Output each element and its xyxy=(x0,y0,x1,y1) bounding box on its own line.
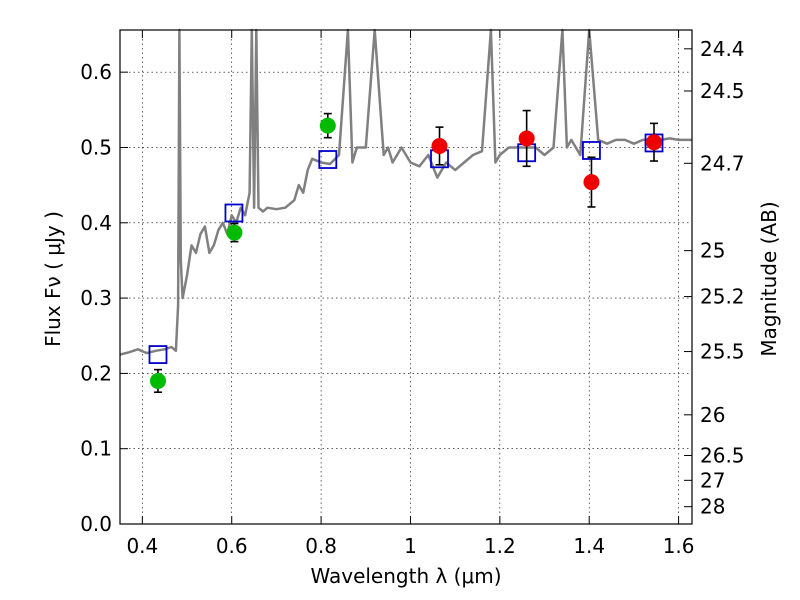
y2-tick-label: 26 xyxy=(700,403,725,427)
red-data-point xyxy=(431,137,448,154)
points-layer xyxy=(148,109,664,394)
y2-tick-label: 24.4 xyxy=(700,37,745,61)
y-tick-label: 0.3 xyxy=(80,286,112,310)
y-axis-label: Flux Fν ( μJy ) xyxy=(41,211,65,347)
green-data-point xyxy=(319,117,336,134)
y-tick-label: 0.0 xyxy=(80,512,112,536)
x-tick-label: 1.6 xyxy=(663,534,695,558)
x-tick-label: 1.4 xyxy=(573,534,605,558)
frame-layer xyxy=(119,29,693,525)
y2-axis-label: Magnitude (AB) xyxy=(757,201,781,356)
x-tick-label: 0.4 xyxy=(126,534,158,558)
y-tick-label: 0.1 xyxy=(80,437,112,461)
y2-tick-label: 28 xyxy=(700,495,725,519)
y2-tick-label: 25.2 xyxy=(700,285,745,309)
green-data-point xyxy=(149,372,166,389)
y2-tick-label: 26.5 xyxy=(700,443,745,467)
x-tick-label: 0.6 xyxy=(216,534,248,558)
red-data-point xyxy=(583,174,600,191)
model-photometry-square xyxy=(224,203,244,223)
x-tick-label: 1 xyxy=(404,534,417,558)
model-spectrum-layer xyxy=(119,28,692,356)
y-tick-label: 0.6 xyxy=(80,60,112,84)
y-tick-label: 0.4 xyxy=(80,211,112,235)
x-tick-label: 0.8 xyxy=(305,534,337,558)
plot-frame xyxy=(119,29,693,525)
red-data-point xyxy=(646,134,663,151)
ticks-layer: 0.4 0.6 0.8 1 1.2 1.4 1.6 0.0 0.1 0.2 0.3 0.4 0.5 0.6… xyxy=(80,30,745,558)
model-photometry-square xyxy=(582,141,601,160)
model-spectrum-line xyxy=(119,28,692,356)
y-tick-label: 0.2 xyxy=(80,361,112,385)
red-data-point xyxy=(518,130,535,147)
x-axis-label: Wavelength λ (μm) xyxy=(310,564,501,588)
x-tick-label: 1.2 xyxy=(484,534,516,558)
y-tick-label: 0.5 xyxy=(80,135,112,159)
grid-layer xyxy=(120,30,692,525)
y2-tick-label: 27 xyxy=(700,468,725,492)
y2-tick-label: 25.5 xyxy=(700,340,745,364)
y2-tick-label: 24.5 xyxy=(700,79,745,103)
model-photometry-square xyxy=(148,345,168,364)
model-photometry-square xyxy=(318,150,338,169)
y2-tick-label: 24.7 xyxy=(700,151,745,175)
y2-tick-label: 25 xyxy=(700,239,725,263)
green-data-point xyxy=(226,224,243,241)
